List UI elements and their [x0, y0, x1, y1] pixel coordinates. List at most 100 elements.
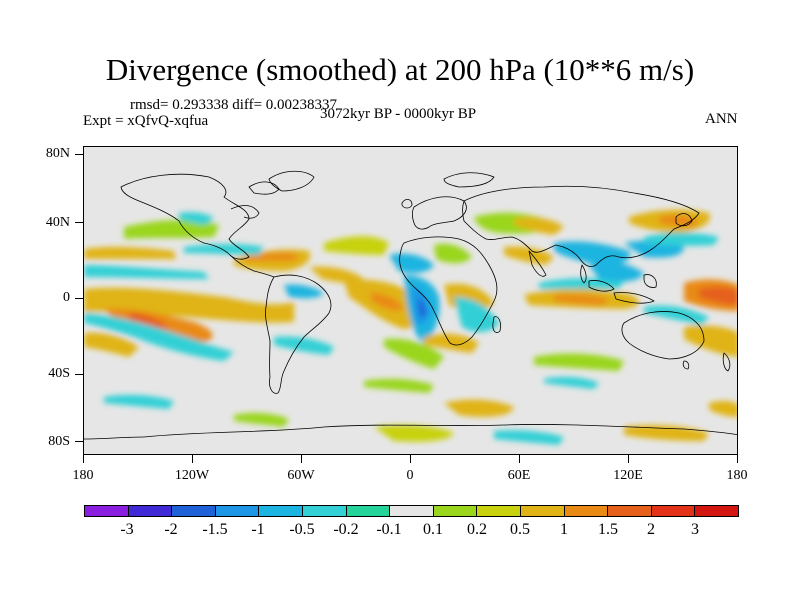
coastline-south-america	[265, 274, 332, 394]
colorbar-label: -1.5	[202, 521, 228, 538]
xtick-mark	[628, 455, 629, 463]
positive-anomaly	[709, 400, 737, 417]
positive-anomaly	[514, 217, 564, 235]
colorbar-label: 0.2	[467, 521, 487, 538]
colorbar-label: -3	[120, 521, 134, 538]
positive-anomaly	[684, 325, 737, 357]
colorbar-box	[651, 506, 696, 516]
positive-anomaly	[129, 313, 169, 329]
ytick-mark	[75, 298, 83, 299]
coastline-antarctica	[143, 424, 737, 438]
negative-anomaly	[494, 430, 564, 445]
colorbar-box	[259, 506, 303, 516]
negative-anomaly	[418, 299, 426, 318]
positive-anomaly	[369, 293, 404, 311]
map-plot	[84, 147, 737, 454]
ytick-mark	[75, 154, 83, 155]
positive-anomaly	[84, 287, 294, 323]
positive-anomaly	[84, 332, 139, 357]
colorbar-label: -2	[164, 521, 178, 538]
divergence-map	[83, 146, 738, 455]
colorbar-box	[128, 506, 173, 516]
xtick-mark	[737, 455, 738, 463]
colorbar-box	[695, 506, 738, 516]
positive-anomaly	[124, 219, 219, 239]
negative-anomaly	[539, 278, 624, 289]
colorbar-label: -0.2	[333, 521, 359, 538]
coastline-africa	[399, 236, 498, 346]
negative-anomaly	[589, 262, 644, 282]
ytick-label: 0	[63, 290, 70, 305]
colorbar-box	[302, 506, 347, 516]
coastline-asia	[462, 185, 700, 267]
ytick-label: 40S	[48, 366, 70, 381]
xtick-label: 120E	[613, 468, 643, 483]
negative-anomaly	[274, 336, 334, 355]
colorbar-box	[433, 506, 478, 516]
colorbar-label: 0.5	[510, 521, 530, 538]
positive-anomaly	[309, 266, 364, 283]
positive-anomaly	[374, 425, 454, 442]
negative-anomaly	[544, 376, 599, 389]
xtick-mark	[192, 455, 193, 463]
colorbar-label: 0.1	[423, 521, 443, 538]
period-label: 3072kyr BP - 0000kyr BP	[320, 106, 477, 122]
negative-anomaly	[84, 313, 234, 361]
stats-text: rmsd= 0.293338 diff= 0.00238337	[130, 97, 338, 113]
positive-anomaly	[84, 246, 176, 259]
xtick-mark	[519, 455, 520, 463]
colorbar-label: -0.5	[289, 521, 315, 538]
colorbar-box	[390, 506, 434, 516]
colorbar-box	[172, 506, 216, 516]
colorbar-label: 1	[560, 521, 568, 538]
ytick-label: 80N	[45, 146, 70, 161]
colorbar-label: 3	[691, 521, 699, 538]
negative-anomaly	[454, 297, 499, 332]
ytick-mark	[75, 441, 83, 442]
negative-anomaly	[644, 305, 709, 325]
colorbar-box	[346, 506, 391, 516]
ytick-label: 80S	[48, 434, 70, 449]
colorbar-box	[564, 506, 609, 516]
colorbar-box	[477, 506, 521, 516]
xtick-mark	[83, 455, 84, 463]
colorbar-box	[520, 506, 565, 516]
coastline-north-america	[120, 173, 250, 260]
colorbar-box	[608, 506, 652, 516]
positive-anomaly	[534, 353, 624, 371]
coastline-australia	[621, 311, 705, 360]
negative-anomaly	[184, 244, 264, 255]
negative-anomaly	[284, 284, 324, 299]
xtick-label: 60E	[507, 468, 531, 483]
ytick-mark	[75, 374, 83, 375]
positive-anomaly	[234, 412, 289, 427]
colorbar-label: 2	[647, 521, 655, 538]
colorbar	[84, 505, 739, 517]
xtick-label: 0	[406, 468, 414, 483]
colorbar-box	[215, 506, 260, 516]
negative-anomaly	[179, 212, 214, 225]
xtick-label: 180	[72, 468, 94, 483]
positive-anomaly	[554, 294, 609, 305]
positive-anomaly	[384, 338, 444, 369]
colorbar-box	[85, 506, 129, 516]
negative-anomaly	[554, 241, 631, 265]
positive-anomaly	[324, 236, 389, 255]
expt-label: Expt = xQfvQ-xqfua	[83, 113, 209, 129]
colorbar-label: -1	[251, 521, 265, 538]
coastlines	[84, 170, 737, 440]
ytick-mark	[75, 222, 83, 223]
colorbar-label: -0.1	[376, 521, 402, 538]
positive-anomaly	[424, 333, 479, 353]
positive-anomaly	[699, 286, 737, 305]
colorbar-label: 1.5	[598, 521, 618, 538]
negative-anomaly	[84, 265, 209, 279]
positive-anomaly	[434, 243, 472, 264]
season-label: ANN	[705, 111, 738, 127]
map-title: Divergence (smoothed) at 200 hPa (10**6 …	[105, 52, 695, 87]
negative-anomaly	[644, 232, 719, 246]
xtick-label: 120W	[174, 468, 210, 483]
xtick-mark	[301, 455, 302, 463]
xtick-label: 180	[726, 468, 748, 483]
positive-anomaly	[444, 399, 514, 417]
